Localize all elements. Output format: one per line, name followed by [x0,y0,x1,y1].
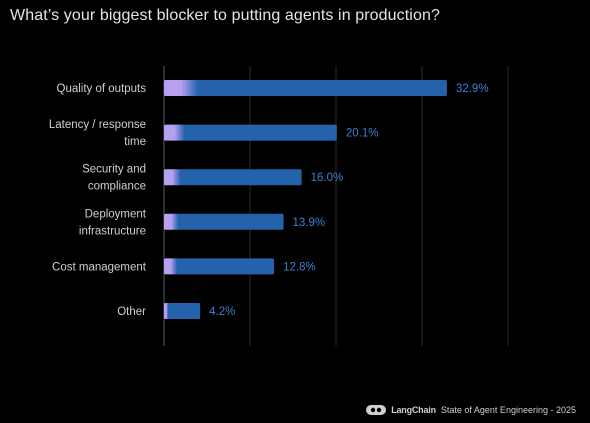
category-label-line: Deployment [85,208,147,220]
category-label: Other [117,306,146,318]
value-label: 20.1% [346,128,379,140]
category-labels: Quality of outputs Latency / response time… [49,83,147,318]
category-label-line: infrastructure [79,225,146,237]
value-labels: 32.9% 20.1% 16.0% 13.9% 12.8% 4.2% [209,83,488,318]
category-label: Cost management [52,261,147,273]
category-label-line: Security and [82,164,146,176]
category-label-line: compliance [88,181,146,193]
bars [164,80,447,319]
value-label: 12.8% [283,261,316,273]
category-label: Quality of outputs [57,83,147,95]
footer-brand: LangChain [391,405,436,415]
footer: LangChain State of Agent Engineering - 2… [366,405,576,415]
category-label-line: Other [117,306,146,318]
value-label: 13.9% [293,217,326,229]
category-label: Deployment infrastructure [79,208,147,237]
category-label-line: time [124,136,146,148]
gridlines [163,66,509,346]
category-label: Latency / response time [49,119,146,148]
value-label: 16.0% [311,172,344,184]
bar [164,124,337,141]
category-label-line: Cost management [52,261,147,273]
category-label-line: Quality of outputs [57,83,147,95]
category-label: Security and compliance [82,164,146,193]
bar [164,169,302,186]
footer-caption: State of Agent Engineering - 2025 [440,405,576,415]
value-label: 4.2% [209,306,235,318]
bar [164,213,284,230]
bar [164,258,275,275]
langchain-logo-icon [366,405,387,415]
bar [164,80,447,96]
category-label-line: Latency / response [49,119,146,131]
bar [164,303,201,319]
value-label: 32.9% [456,83,489,95]
chart-title: What’s your biggest blocker to putting a… [10,7,440,24]
